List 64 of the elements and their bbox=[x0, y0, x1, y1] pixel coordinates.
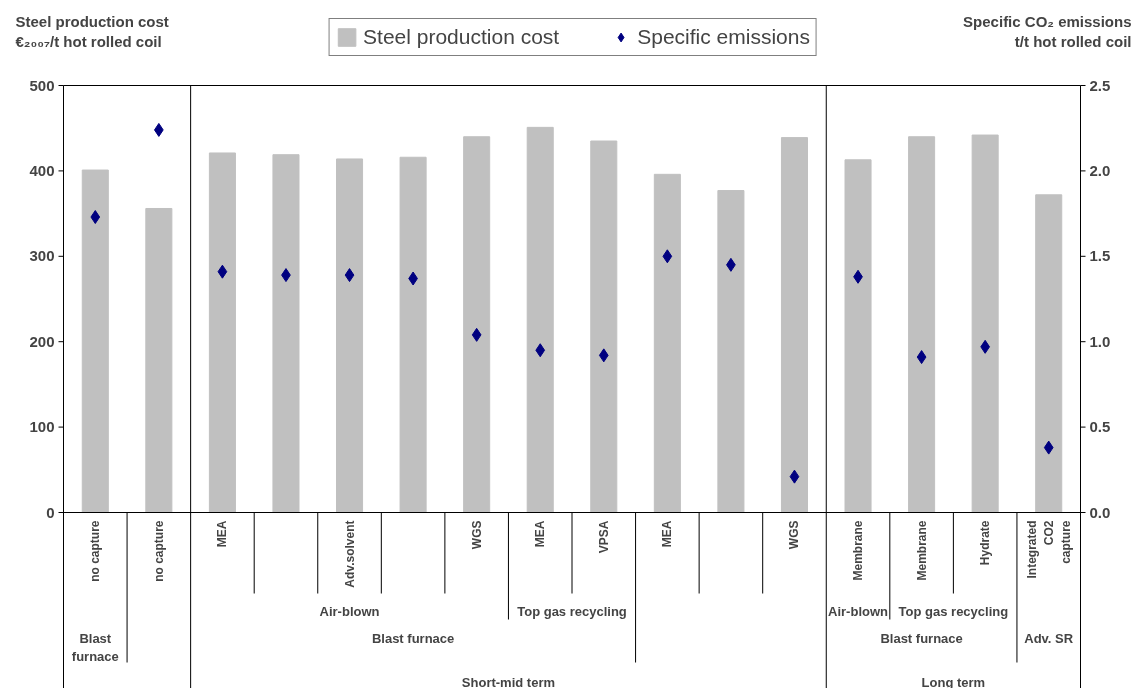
point bbox=[662, 249, 673, 264]
x-tick-label: Adv.solvent bbox=[342, 520, 357, 588]
x-tick-label: MEA bbox=[533, 520, 548, 548]
y-tick-label: 500 bbox=[29, 76, 55, 94]
y-tick-label: 400 bbox=[29, 161, 55, 179]
bar bbox=[463, 136, 491, 513]
y2-axis-title: Specific CO₂ emissions t/t hot rolled coil bbox=[963, 12, 1132, 50]
bar bbox=[1035, 194, 1063, 513]
point bbox=[789, 469, 800, 484]
y2-tick-label: 1.5 bbox=[1089, 247, 1111, 265]
x-tick-label: no capture bbox=[88, 520, 103, 582]
bar bbox=[336, 158, 364, 513]
y2-tick-label: 2.5 bbox=[1089, 76, 1111, 94]
point bbox=[598, 348, 609, 363]
bar bbox=[908, 136, 936, 513]
point bbox=[344, 268, 355, 283]
x-tick-label: MEA bbox=[215, 520, 230, 548]
x-tick-label: Integrated CO2 capture bbox=[1024, 520, 1073, 579]
text: Air-blown bbox=[828, 603, 889, 619]
point bbox=[217, 264, 228, 279]
y-axis-title: Steel production cost €₂₀₀₇/t hot rolled coil bbox=[15, 12, 169, 50]
bar bbox=[145, 207, 173, 513]
text: Blast furnace bbox=[371, 630, 455, 646]
text: Top gas recycling bbox=[517, 603, 627, 619]
point bbox=[90, 210, 101, 225]
y2-tick-label: 0.0 bbox=[1089, 503, 1111, 521]
bar bbox=[971, 134, 999, 513]
bar bbox=[81, 169, 109, 513]
point bbox=[916, 350, 927, 365]
legend-label: Steel production cost bbox=[363, 25, 560, 49]
bar bbox=[780, 137, 808, 513]
bar bbox=[653, 173, 681, 513]
x-tick-label: MEA bbox=[660, 520, 675, 548]
x-tick-label: WGS bbox=[787, 520, 802, 550]
x-tick-label: WGS bbox=[469, 520, 484, 550]
text: Top gas recycling bbox=[898, 603, 1009, 619]
bar bbox=[272, 154, 300, 513]
bar bbox=[844, 159, 872, 513]
point bbox=[471, 327, 482, 342]
text: Short-mid term bbox=[461, 674, 556, 688]
text: Adv. SR bbox=[1024, 630, 1074, 646]
point bbox=[535, 343, 546, 358]
bar bbox=[208, 152, 236, 513]
x-tick-label: Membrane bbox=[851, 520, 866, 581]
y2-tick-label: 0.5 bbox=[1089, 418, 1111, 436]
bar bbox=[590, 140, 618, 513]
bar bbox=[717, 190, 745, 513]
y-tick-label: 200 bbox=[29, 332, 55, 350]
text: Blast furnace bbox=[71, 630, 119, 664]
x-tick-label: VPSA bbox=[596, 520, 611, 554]
y2-tick-label: 1.0 bbox=[1089, 332, 1111, 350]
y2-tick-label: 2.0 bbox=[1089, 161, 1111, 179]
x-tick-label: Membrane bbox=[914, 520, 929, 581]
point bbox=[1043, 440, 1054, 455]
bar bbox=[399, 156, 427, 513]
text: Air-blown bbox=[319, 603, 380, 619]
x-tick-label: Hydrate bbox=[978, 520, 993, 566]
x-tick-label: no capture bbox=[151, 520, 166, 582]
legend-label: Specific emissions bbox=[637, 25, 810, 49]
y-tick-label: 0 bbox=[46, 503, 55, 521]
bar bbox=[526, 126, 554, 513]
text: Blast furnace bbox=[880, 630, 963, 646]
y-tick-label: 100 bbox=[29, 418, 55, 436]
y-tick-label: 300 bbox=[29, 247, 55, 265]
